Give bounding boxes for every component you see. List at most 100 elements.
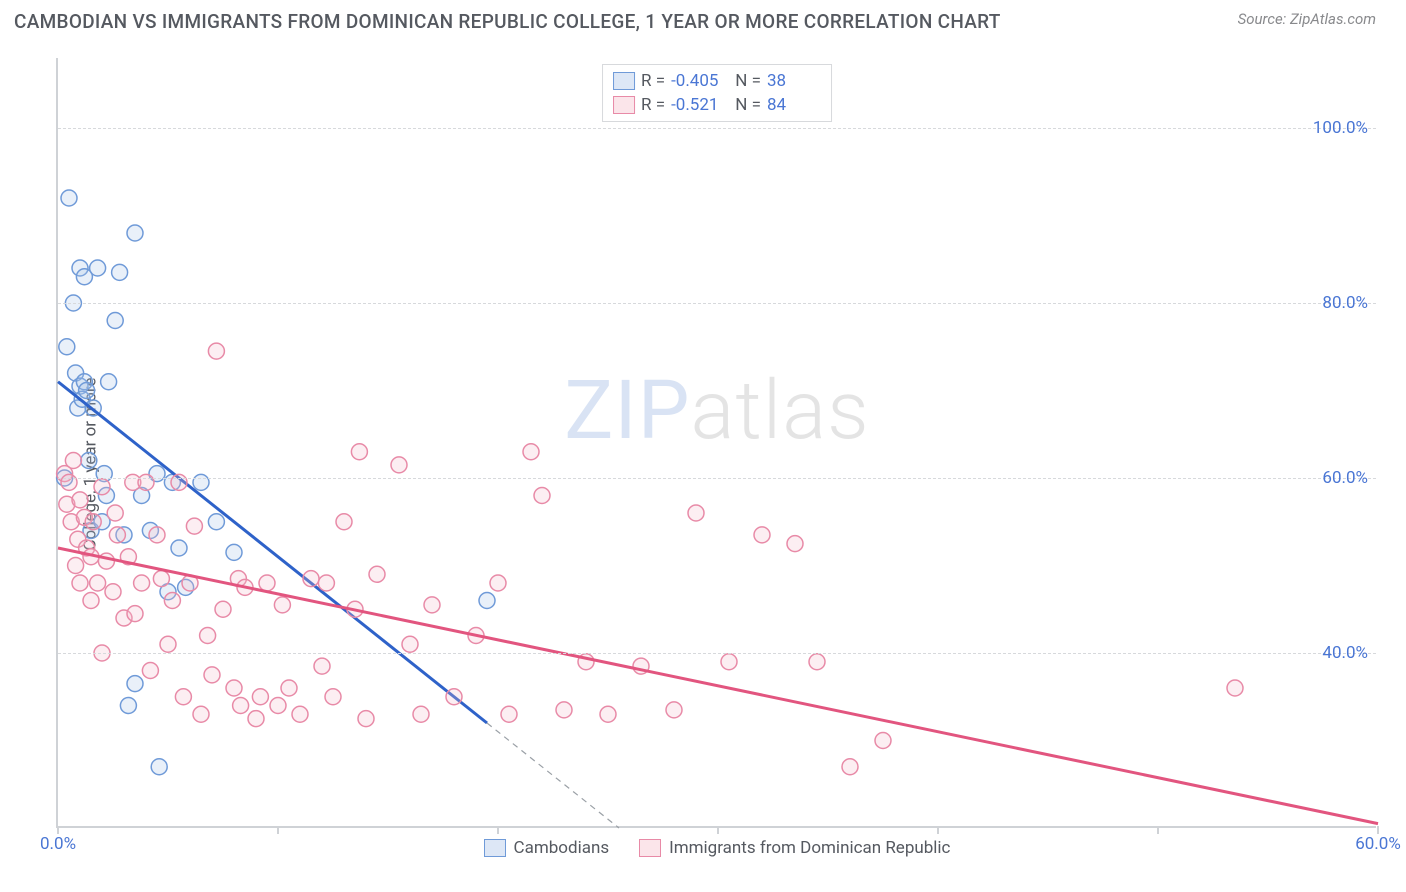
data-point [281, 680, 297, 696]
data-point [666, 702, 682, 718]
source-prefix: Source: [1238, 10, 1290, 28]
data-point [107, 505, 123, 521]
data-point [72, 575, 88, 591]
regression-line [58, 548, 1378, 824]
x-tick-mark [937, 826, 939, 834]
series-legend: Cambodians Immigrants from Dominican Repu… [58, 838, 1376, 858]
data-point [142, 663, 158, 679]
data-point [534, 488, 550, 504]
plot-area: ZIPatlas R =-0.405 N =38R =-0.521 N =84 … [56, 58, 1376, 828]
data-point [270, 698, 286, 714]
data-point [424, 597, 440, 613]
x-tick-label: 60.0% [1355, 834, 1401, 854]
y-tick-label: 40.0% [1322, 643, 1368, 663]
legend-label: Immigrants from Dominican Republic [669, 838, 950, 858]
legend-n-label: N = [731, 71, 761, 91]
x-tick-mark [717, 826, 719, 834]
data-point [65, 453, 81, 469]
data-point [556, 702, 572, 718]
data-point [112, 264, 128, 280]
source-link[interactable]: ZipAtlas.com [1290, 10, 1376, 28]
data-point [90, 260, 106, 276]
data-point [79, 383, 95, 399]
data-point [186, 518, 202, 534]
legend-swatch [484, 839, 506, 857]
legend-swatch [639, 839, 661, 857]
data-point [479, 593, 495, 609]
data-point [68, 558, 84, 574]
x-tick-label: 0.0% [40, 834, 76, 854]
data-point [226, 680, 242, 696]
data-point [215, 601, 231, 617]
legend-item: Immigrants from Dominican Republic [639, 838, 950, 858]
data-point [274, 597, 290, 613]
legend-row: R =-0.405 N =38 [613, 69, 821, 93]
legend-item: Cambodians [484, 838, 610, 858]
data-point [107, 313, 123, 329]
data-point [809, 654, 825, 670]
data-point [318, 575, 334, 591]
chart-container: College, 1 year or more ZIPatlas R =-0.4… [14, 46, 1392, 882]
gridline [58, 478, 1376, 479]
x-tick-mark [1157, 826, 1159, 834]
data-point [325, 689, 341, 705]
data-point [85, 514, 101, 530]
legend-n-value: 84 [767, 95, 821, 115]
data-point [208, 514, 224, 530]
data-point [402, 636, 418, 652]
data-point [446, 689, 462, 705]
data-point [200, 628, 216, 644]
x-tick-mark [497, 826, 499, 834]
data-point [204, 667, 220, 683]
y-tick-label: 100.0% [1313, 118, 1368, 138]
data-point [303, 571, 319, 587]
data-point [721, 654, 737, 670]
data-point [127, 676, 143, 692]
data-point [336, 514, 352, 530]
data-point [138, 474, 154, 490]
data-point [193, 474, 209, 490]
data-point [149, 527, 165, 543]
data-point [175, 689, 191, 705]
data-point [754, 527, 770, 543]
chart-title: CAMBODIAN VS IMMIGRANTS FROM DOMINICAN R… [14, 10, 1001, 33]
data-point [369, 566, 385, 582]
data-point [171, 540, 187, 556]
data-point [164, 593, 180, 609]
data-point [875, 733, 891, 749]
data-point [259, 575, 275, 591]
data-point [688, 505, 704, 521]
data-point [61, 474, 77, 490]
data-point [413, 706, 429, 722]
gridline [58, 653, 1376, 654]
x-tick-mark [57, 826, 59, 834]
data-point [105, 584, 121, 600]
data-point [134, 575, 150, 591]
data-point [151, 759, 167, 775]
data-point [90, 575, 106, 591]
data-point [600, 706, 616, 722]
data-point [81, 453, 97, 469]
legend-swatch [613, 72, 635, 90]
data-point [127, 225, 143, 241]
data-point [101, 374, 117, 390]
data-point [208, 343, 224, 359]
y-tick-label: 60.0% [1322, 468, 1368, 488]
data-point [787, 536, 803, 552]
data-point [59, 339, 75, 355]
legend-r-value: -0.405 [671, 71, 725, 91]
data-point [226, 544, 242, 560]
data-point [314, 658, 330, 674]
gridline [58, 303, 1376, 304]
data-point [252, 689, 268, 705]
data-point [94, 479, 110, 495]
data-point [72, 492, 88, 508]
data-point [109, 527, 125, 543]
data-point [1227, 680, 1243, 696]
legend-label: Cambodians [514, 838, 610, 858]
y-tick-label: 80.0% [1322, 293, 1368, 313]
legend-r-label: R = [641, 71, 665, 91]
data-point [83, 593, 99, 609]
legend-r-label: R = [641, 95, 665, 115]
data-point [61, 190, 77, 206]
